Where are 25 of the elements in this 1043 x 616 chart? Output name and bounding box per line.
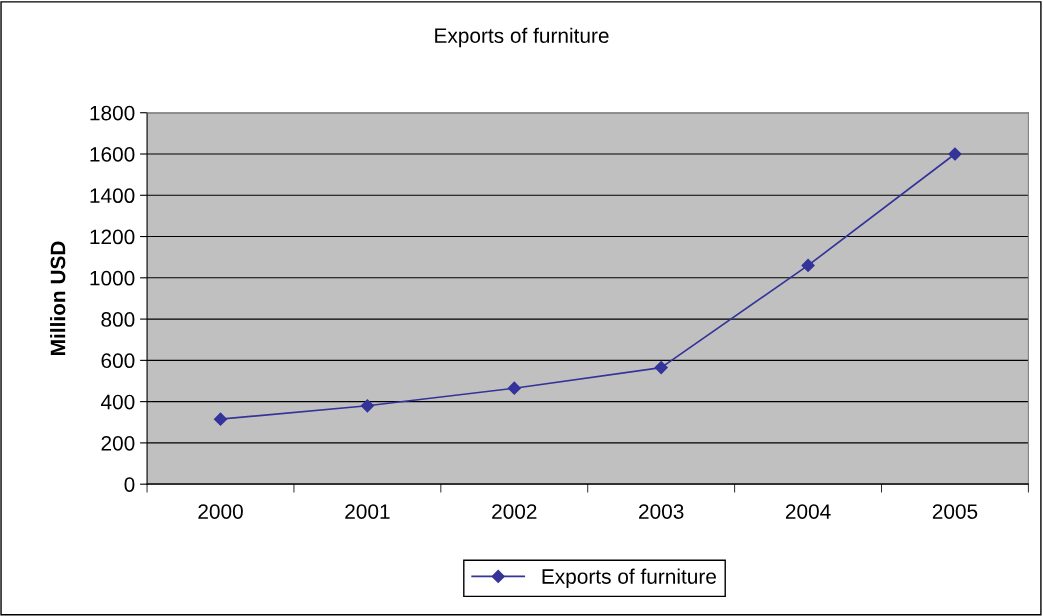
y-tick-label: 1800 [90, 105, 135, 121]
y-tick-label: 0 [124, 477, 135, 492]
y-tick-label: 1000 [90, 270, 135, 286]
x-tick-label: 2002 [492, 504, 537, 519]
x-tick-label: 2003 [639, 504, 684, 519]
x-tick-label: 2001 [345, 504, 390, 519]
point [213, 412, 228, 426]
y-tick-label: 400 [100, 394, 135, 410]
point [360, 399, 374, 413]
point [801, 258, 815, 273]
y-tick-label: 1600 [90, 147, 135, 162]
point [507, 381, 521, 395]
chart-title: Exports of furniture [435, 27, 609, 48]
point [948, 147, 962, 161]
legend-label: Exports of furniture [542, 568, 716, 589]
y-tick-label: 200 [101, 435, 135, 451]
x-tick-label: 2004 [785, 504, 831, 519]
point [654, 360, 668, 375]
y-tick-label: 600 [101, 353, 135, 369]
x-tick-label: 2005 [932, 504, 978, 519]
y-tick-label: 1200 [90, 229, 135, 245]
y-tick-label: 800 [101, 312, 135, 327]
y-tick-label: 1400 [90, 188, 135, 204]
x-tick-label: 2000 [198, 504, 243, 519]
y-axis-title: Million USD [50, 241, 66, 355]
